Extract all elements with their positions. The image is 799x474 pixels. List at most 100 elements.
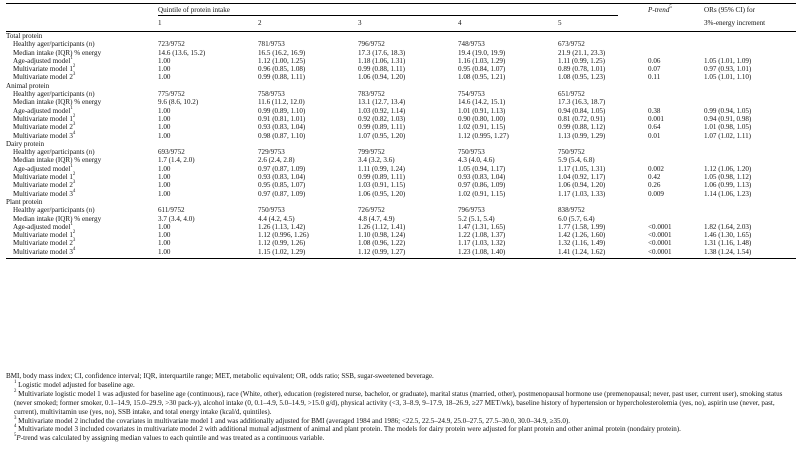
quintile-2-cell: 729/9753 xyxy=(258,148,285,157)
quintile-3-cell: 1.06 (0.95, 1.20) xyxy=(358,189,406,198)
table-row: Healthy ager/participants (n) 611/9752 750… xyxy=(6,206,796,214)
quintile-4-cell: 1.02 (0.91, 1.15) xyxy=(458,123,506,132)
quintile-5-cell: 1.17 (1.05, 1.31) xyxy=(558,164,606,173)
table-row: Multivariate model 12 1.00 0.93 (0.83, 1.0… xyxy=(6,172,796,182)
quintile-4-cell: 19.4 (19.0, 19.9) xyxy=(458,48,506,57)
quintile-1-cell: 1.00 xyxy=(158,65,171,74)
quintile-5-cell: 21.9 (21.1, 23.3) xyxy=(558,48,606,57)
quintile-3-cell: 796/9752 xyxy=(358,40,385,49)
table-row: Multivariate model 23 1.00 0.95 (0.85, 1.0… xyxy=(6,180,796,190)
ptrend-cell: <0.0001 xyxy=(648,231,672,240)
quintile-3-cell: 1.06 (0.94, 1.20) xyxy=(358,73,406,82)
ptrend-cell: 0.01 xyxy=(648,131,661,140)
ptrend-cell xyxy=(648,49,704,57)
quintile-4-cell: 0.95 (0.84, 1.07) xyxy=(458,65,506,74)
row-label: Age-adjusted model1 xyxy=(13,55,73,65)
quintile-5-cell: 17.3 (16.3, 18.7) xyxy=(558,98,606,107)
quintile-1-cell: 1.00 xyxy=(158,231,171,240)
quintile-5-cell: 1.41 (1.24, 1.62) xyxy=(558,247,606,256)
quintile-2-cell: 0.93 (0.83, 1.04) xyxy=(258,173,306,182)
ptrend-cell xyxy=(648,90,704,98)
row-label: Age-adjusted model1 xyxy=(13,163,73,173)
quintile-4-cell: 0.90 (0.80, 1.00) xyxy=(458,114,506,123)
row-label: Multivariate model 34 xyxy=(13,188,76,198)
quintile-4-cell: 748/9753 xyxy=(458,40,485,49)
quintile-1-cell: 1.7 (1.4, 2.0) xyxy=(158,156,195,165)
table-row: Age-adjusted model1 1.00 1.26 (1.13, 1.42)… xyxy=(6,222,796,231)
quintile-2-cell: 0.99 (0.89, 1.10) xyxy=(258,106,306,115)
quintile-2-cell: 0.95 (0.85, 1.07) xyxy=(258,181,306,190)
quintile-1-cell: 1.00 xyxy=(158,114,171,123)
section-header-row: Total protein xyxy=(6,32,796,41)
quintile-5-cell: 750/9752 xyxy=(558,148,585,157)
bottom-rule xyxy=(6,256,796,259)
quintile-5-cell: 1.32 (1.16, 1.49) xyxy=(558,239,606,248)
quintile-5-cell: 1.04 (0.92, 1.17) xyxy=(558,173,606,182)
quintile-2-cell: 0.93 (0.83, 1.04) xyxy=(258,123,306,132)
row-label: Multivariate model 34 xyxy=(13,130,76,140)
row-label: Age-adjusted model1 xyxy=(13,105,73,115)
quintile-1-cell: 14.6 (13.6, 15.2) xyxy=(158,48,206,57)
table-body: Total protein Healthy ager/participants (… xyxy=(6,32,796,259)
ptrend-cell: 0.07 xyxy=(648,65,661,74)
table-row: Multivariate model 34 1.00 0.97 (0.87, 1.0… xyxy=(6,188,796,198)
or-cell: 1.31 (1.16, 1.48) xyxy=(704,239,752,248)
quintile-5-cell: 6.0 (5.7, 6.4) xyxy=(558,214,595,223)
header-row-1: Quintile of protein intake P-trend5 ORs … xyxy=(6,3,796,17)
quintile-4-cell: 14.6 (14.2, 15.1) xyxy=(458,98,506,107)
quintile-3-cell: 0.99 (0.89, 1.11) xyxy=(358,173,406,182)
row-label: Multivariate model 23 xyxy=(13,122,76,132)
ptrend-cell xyxy=(648,148,704,156)
table-row: Healthy ager/participants (n) 693/9752 729… xyxy=(6,148,796,156)
footnote-3: 3 Multivariate model 2 included the cova… xyxy=(14,415,571,425)
quintile-5-cell: 1.17 (1.03, 1.33) xyxy=(558,189,606,198)
ptrend-cell: <0.0001 xyxy=(648,247,672,256)
row-label: Healthy ager/participants (n) xyxy=(13,148,95,157)
table-row: Healthy ager/participants (n) 775/9752 758… xyxy=(6,90,796,98)
table-row: Median intake (IQR) % energy 9.6 (8.6, 10… xyxy=(6,98,796,106)
quintile-3-cell: 0.99 (0.88, 1.11) xyxy=(358,65,406,74)
quintile-1-cell: 1.00 xyxy=(158,239,171,248)
row-label: Median intake (IQR) % energy xyxy=(13,156,102,165)
or-cell: 1.38 (1.24, 1.54) xyxy=(704,247,752,256)
table-row: Median intake (IQR) % energy 14.6 (13.6, … xyxy=(6,49,796,57)
quintile-3-cell: 4.8 (4.7, 4.9) xyxy=(358,214,395,223)
ptrend-cell: <0.0001 xyxy=(648,239,672,248)
ptrend-cell: 0.06 xyxy=(648,56,661,65)
quintile-2-cell: 1.26 (1.13, 1.42) xyxy=(258,222,306,231)
quintile-1-cell: 611/9752 xyxy=(158,206,185,215)
footnote-4: 4 Multivariate model 3 included covariat… xyxy=(14,424,681,434)
quintile-5-cell: 1.11 (0.99, 1.25) xyxy=(558,56,606,65)
or-cell: 1.05 (0.98, 1.12) xyxy=(704,173,752,182)
ptrend-cell: 0.002 xyxy=(648,164,664,173)
table-row: Age-adjusted model1 1.00 0.97 (0.87, 1.09)… xyxy=(6,163,796,173)
table-footnotes: BMI, body mass index; CI, confidence int… xyxy=(6,372,796,443)
quintile-1-cell: 1.00 xyxy=(158,56,171,65)
quintile-3-cell: 1.03 (0.92, 1.14) xyxy=(358,106,406,115)
table-row: Multivariate model 23 1.00 0.99 (0.88, 1.1… xyxy=(6,72,796,82)
or-cell: 0.97 (0.93, 1.01) xyxy=(704,65,752,74)
row-label: Multivariate model 12 xyxy=(13,230,76,240)
quintile-5-cell: 1.13 (0.99, 1.29) xyxy=(558,131,606,140)
or-cell: 0.94 (0.91, 0.98) xyxy=(704,114,752,123)
quintile-4-cell: 4.3 (4.0, 4.6) xyxy=(458,156,495,165)
section-title: Animal protein xyxy=(6,81,50,90)
ptrend-cell: 0.009 xyxy=(648,189,664,198)
footnote-1: 1 Logistic model adjusted for baseline a… xyxy=(14,379,135,389)
quintile-2-cell: 1.12 (0.996, 1.26) xyxy=(258,231,309,240)
ptrend-cell xyxy=(648,40,704,48)
quintile-1-cell: 3.7 (3.4, 4.0) xyxy=(158,214,195,223)
row-label: Multivariate model 34 xyxy=(13,246,76,256)
quintile-1-cell: 1.00 xyxy=(158,189,171,198)
row-label: Multivariate model 12 xyxy=(13,113,76,123)
quintile-2-cell: 0.97 (0.87, 1.09) xyxy=(258,189,306,198)
or-cell: 1.06 (0.99, 1.13) xyxy=(704,181,752,190)
table-row: Multivariate model 12 1.00 1.12 (0.996, 1.… xyxy=(6,230,796,240)
or-cell: 1.07 (1.02, 1.11) xyxy=(704,131,752,140)
quintile-3-cell: 1.10 (0.98, 1.24) xyxy=(358,231,406,240)
quintile-4-cell: 796/9753 xyxy=(458,206,485,215)
footnote-2: 2 Multivariate logistic model 1 was adju… xyxy=(14,388,783,416)
quintile-3: 3 xyxy=(358,19,362,27)
ptrend-cell: <0.0001 xyxy=(648,222,672,231)
or-cell: 1.46 (1.30, 1.65) xyxy=(704,231,752,240)
